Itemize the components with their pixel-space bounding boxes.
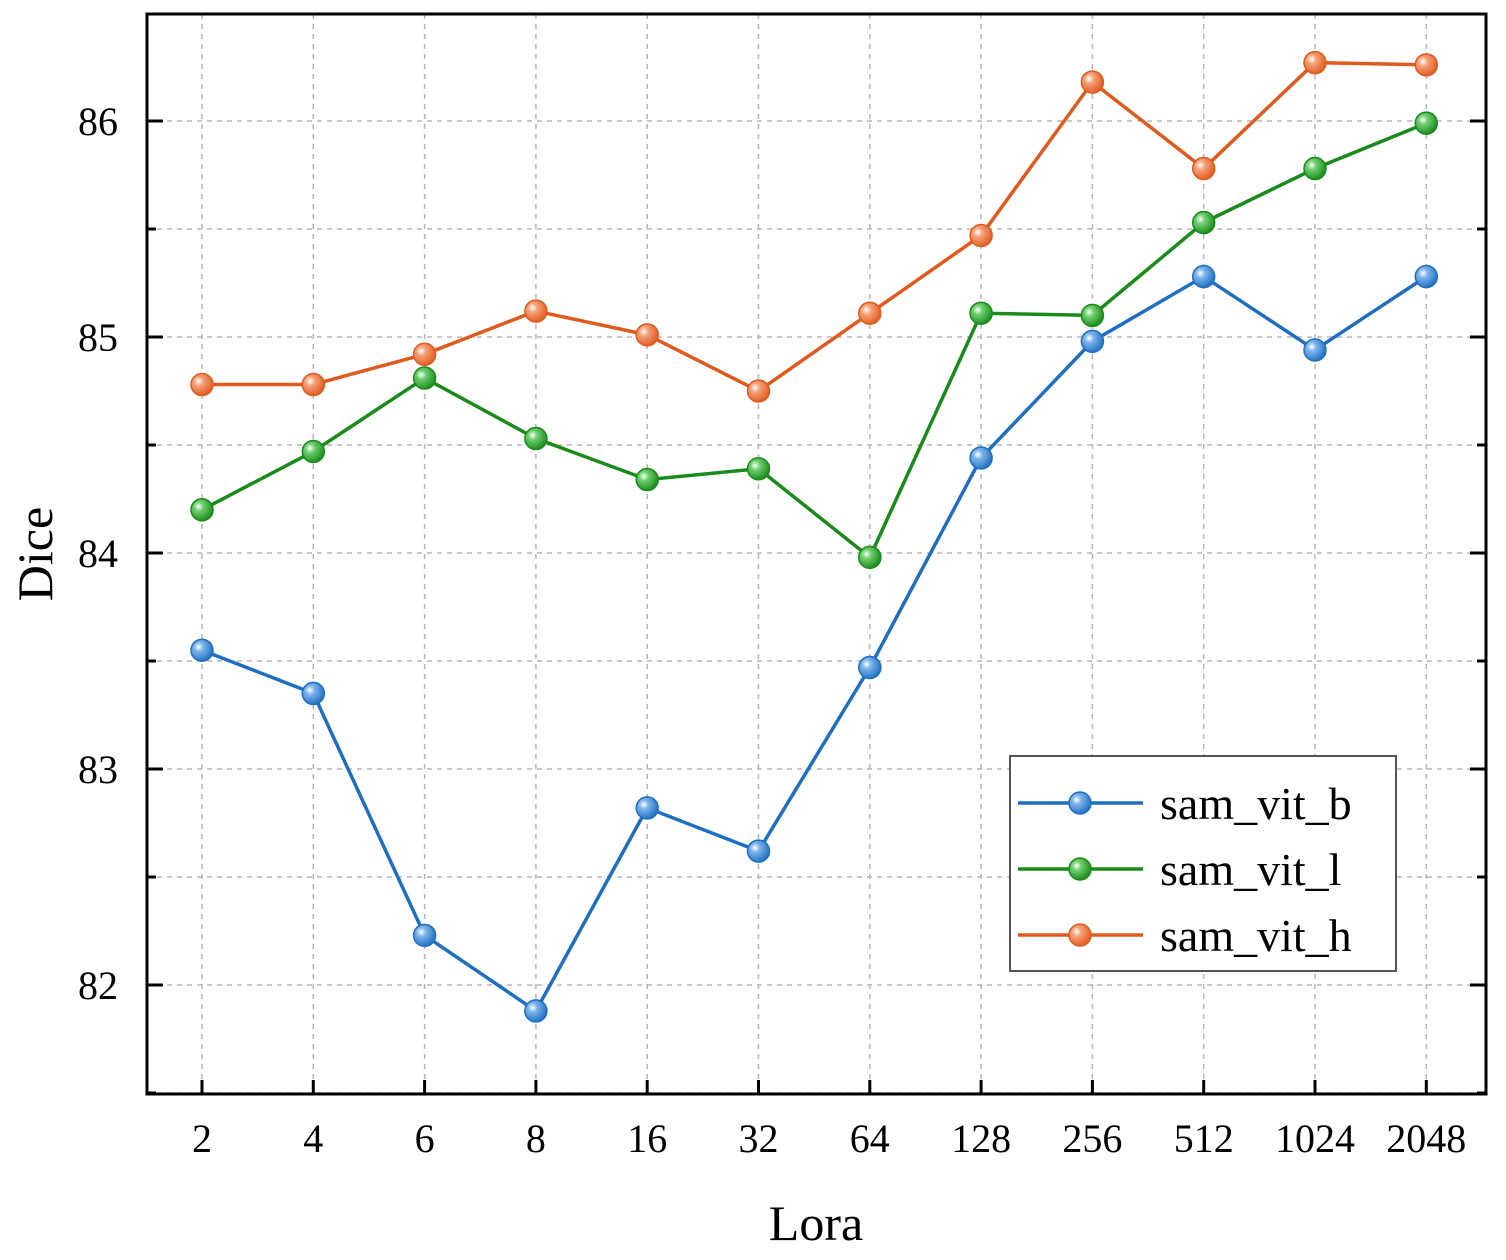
x-tick-label: 4 bbox=[303, 1116, 323, 1161]
data-point bbox=[1414, 111, 1439, 135]
data-point bbox=[746, 379, 771, 403]
y-tick-label: 86 bbox=[78, 99, 118, 144]
x-tick-label: 128 bbox=[951, 1116, 1011, 1161]
data-point bbox=[1303, 156, 1327, 181]
x-tick-label: 8 bbox=[526, 1116, 546, 1161]
data-point bbox=[412, 923, 437, 948]
data-point bbox=[190, 372, 214, 397]
legend-label: sam_vit_h bbox=[1160, 910, 1352, 961]
x-tick-label: 512 bbox=[1174, 1116, 1234, 1161]
data-point bbox=[524, 426, 548, 451]
data-point bbox=[1191, 264, 1216, 289]
series-sam_vit_b bbox=[190, 264, 1439, 1023]
data-point bbox=[412, 342, 437, 367]
data-point bbox=[746, 839, 771, 863]
y-tick-label: 84 bbox=[78, 531, 118, 576]
data-point bbox=[1191, 156, 1216, 181]
data-point bbox=[858, 545, 882, 570]
data-point bbox=[524, 299, 548, 323]
series-line bbox=[201, 121, 1427, 561]
grid bbox=[147, 14, 1486, 1094]
data-point bbox=[635, 467, 659, 492]
axis-ticks bbox=[147, 119, 1486, 1095]
data-point bbox=[635, 323, 659, 347]
series-layer bbox=[190, 50, 1439, 1023]
data-point bbox=[1414, 264, 1439, 289]
x-tick-label: 16 bbox=[627, 1116, 667, 1161]
data-point bbox=[1191, 210, 1216, 235]
data-point bbox=[1080, 329, 1105, 354]
data-point bbox=[301, 681, 326, 706]
data-point bbox=[190, 638, 214, 662]
x-tick-label: 2048 bbox=[1386, 1116, 1466, 1161]
data-point bbox=[858, 301, 882, 325]
series-sam_vit_h bbox=[190, 50, 1439, 403]
series-sam_vit_l bbox=[190, 111, 1439, 570]
x-tick-label: 1024 bbox=[1275, 1116, 1355, 1161]
tick-labels: 2 4 6 8 16 32 64 128 256 512 1024 2048 82 83 84 85 86 bbox=[78, 99, 1466, 1161]
data-point bbox=[969, 223, 993, 248]
data-point bbox=[524, 999, 548, 1023]
legend-marker bbox=[1068, 857, 1092, 881]
data-point bbox=[1080, 70, 1105, 94]
data-point bbox=[969, 446, 993, 470]
y-tick-label: 83 bbox=[78, 747, 118, 792]
series-line bbox=[201, 274, 1428, 1014]
data-point bbox=[858, 655, 882, 680]
data-point bbox=[969, 301, 993, 325]
data-point bbox=[190, 498, 214, 522]
x-tick-label: 6 bbox=[415, 1116, 435, 1161]
legend: sam_vit_b sam_vit_l sam_vit_h bbox=[1009, 755, 1397, 972]
data-point bbox=[1303, 338, 1327, 362]
legend-label: sam_vit_l bbox=[1160, 844, 1341, 895]
data-point bbox=[746, 457, 771, 481]
y-tick-label: 85 bbox=[78, 315, 118, 360]
data-point bbox=[1303, 50, 1327, 75]
data-point bbox=[1414, 53, 1439, 77]
data-point bbox=[301, 372, 326, 397]
x-tick-label: 256 bbox=[1062, 1116, 1122, 1161]
data-point bbox=[635, 796, 659, 820]
y-tick-label: 82 bbox=[78, 963, 118, 1008]
x-tick-label: 2 bbox=[192, 1116, 212, 1161]
data-point bbox=[301, 439, 326, 464]
legend-marker bbox=[1068, 923, 1092, 947]
x-tick-label: 64 bbox=[850, 1116, 890, 1161]
series-line bbox=[202, 60, 1427, 394]
x-tick-label: 32 bbox=[739, 1116, 779, 1161]
legend-label: sam_vit_b bbox=[1160, 778, 1352, 829]
y-axis-label: Dice bbox=[7, 507, 63, 601]
x-axis-label: Lora bbox=[769, 1195, 863, 1251]
data-point bbox=[412, 366, 437, 390]
legend-marker bbox=[1068, 791, 1092, 815]
data-point bbox=[1080, 303, 1105, 328]
